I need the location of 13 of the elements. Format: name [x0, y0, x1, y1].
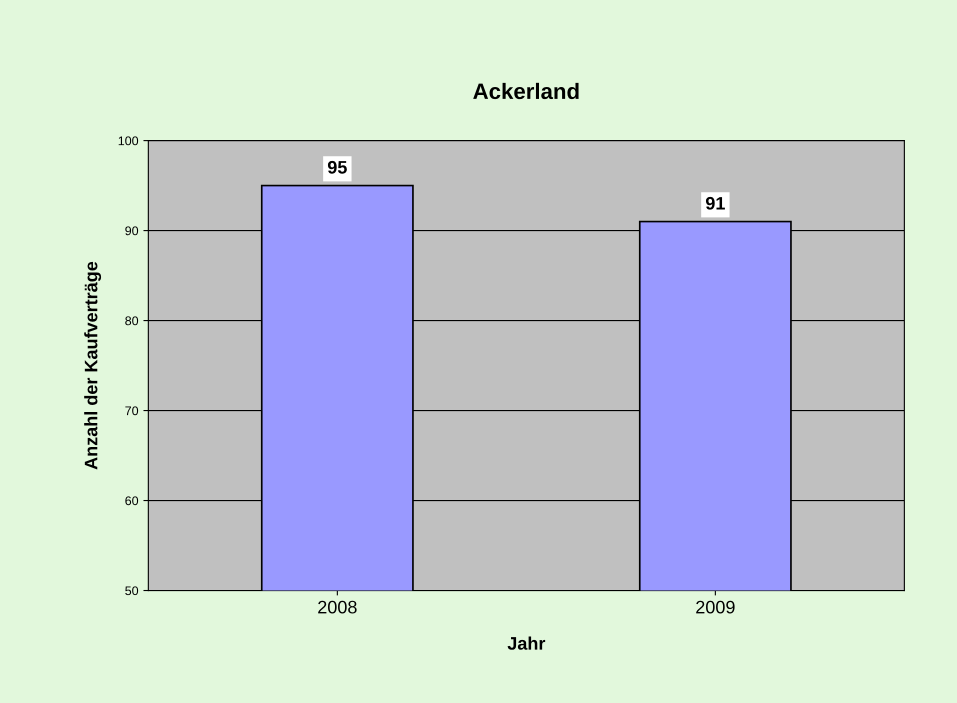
y-tick-label: 90	[125, 226, 138, 236]
data-label: 91	[706, 196, 725, 210]
chart-title: Ackerland	[473, 82, 579, 100]
y-axis-title: Anzahl der Kaufverträge	[84, 262, 102, 470]
y-tick-label: 70	[125, 406, 138, 416]
x-axis-title: Jahr	[508, 636, 546, 650]
x-tick-label: 2009	[696, 600, 735, 614]
y-tick-label: 100	[118, 136, 138, 146]
y-tick-label: 60	[125, 496, 138, 506]
x-tick-label: 2008	[318, 600, 357, 614]
y-tick-label: 50	[125, 586, 138, 596]
y-tick-label: 80	[125, 316, 138, 326]
data-label: 95	[328, 160, 347, 174]
